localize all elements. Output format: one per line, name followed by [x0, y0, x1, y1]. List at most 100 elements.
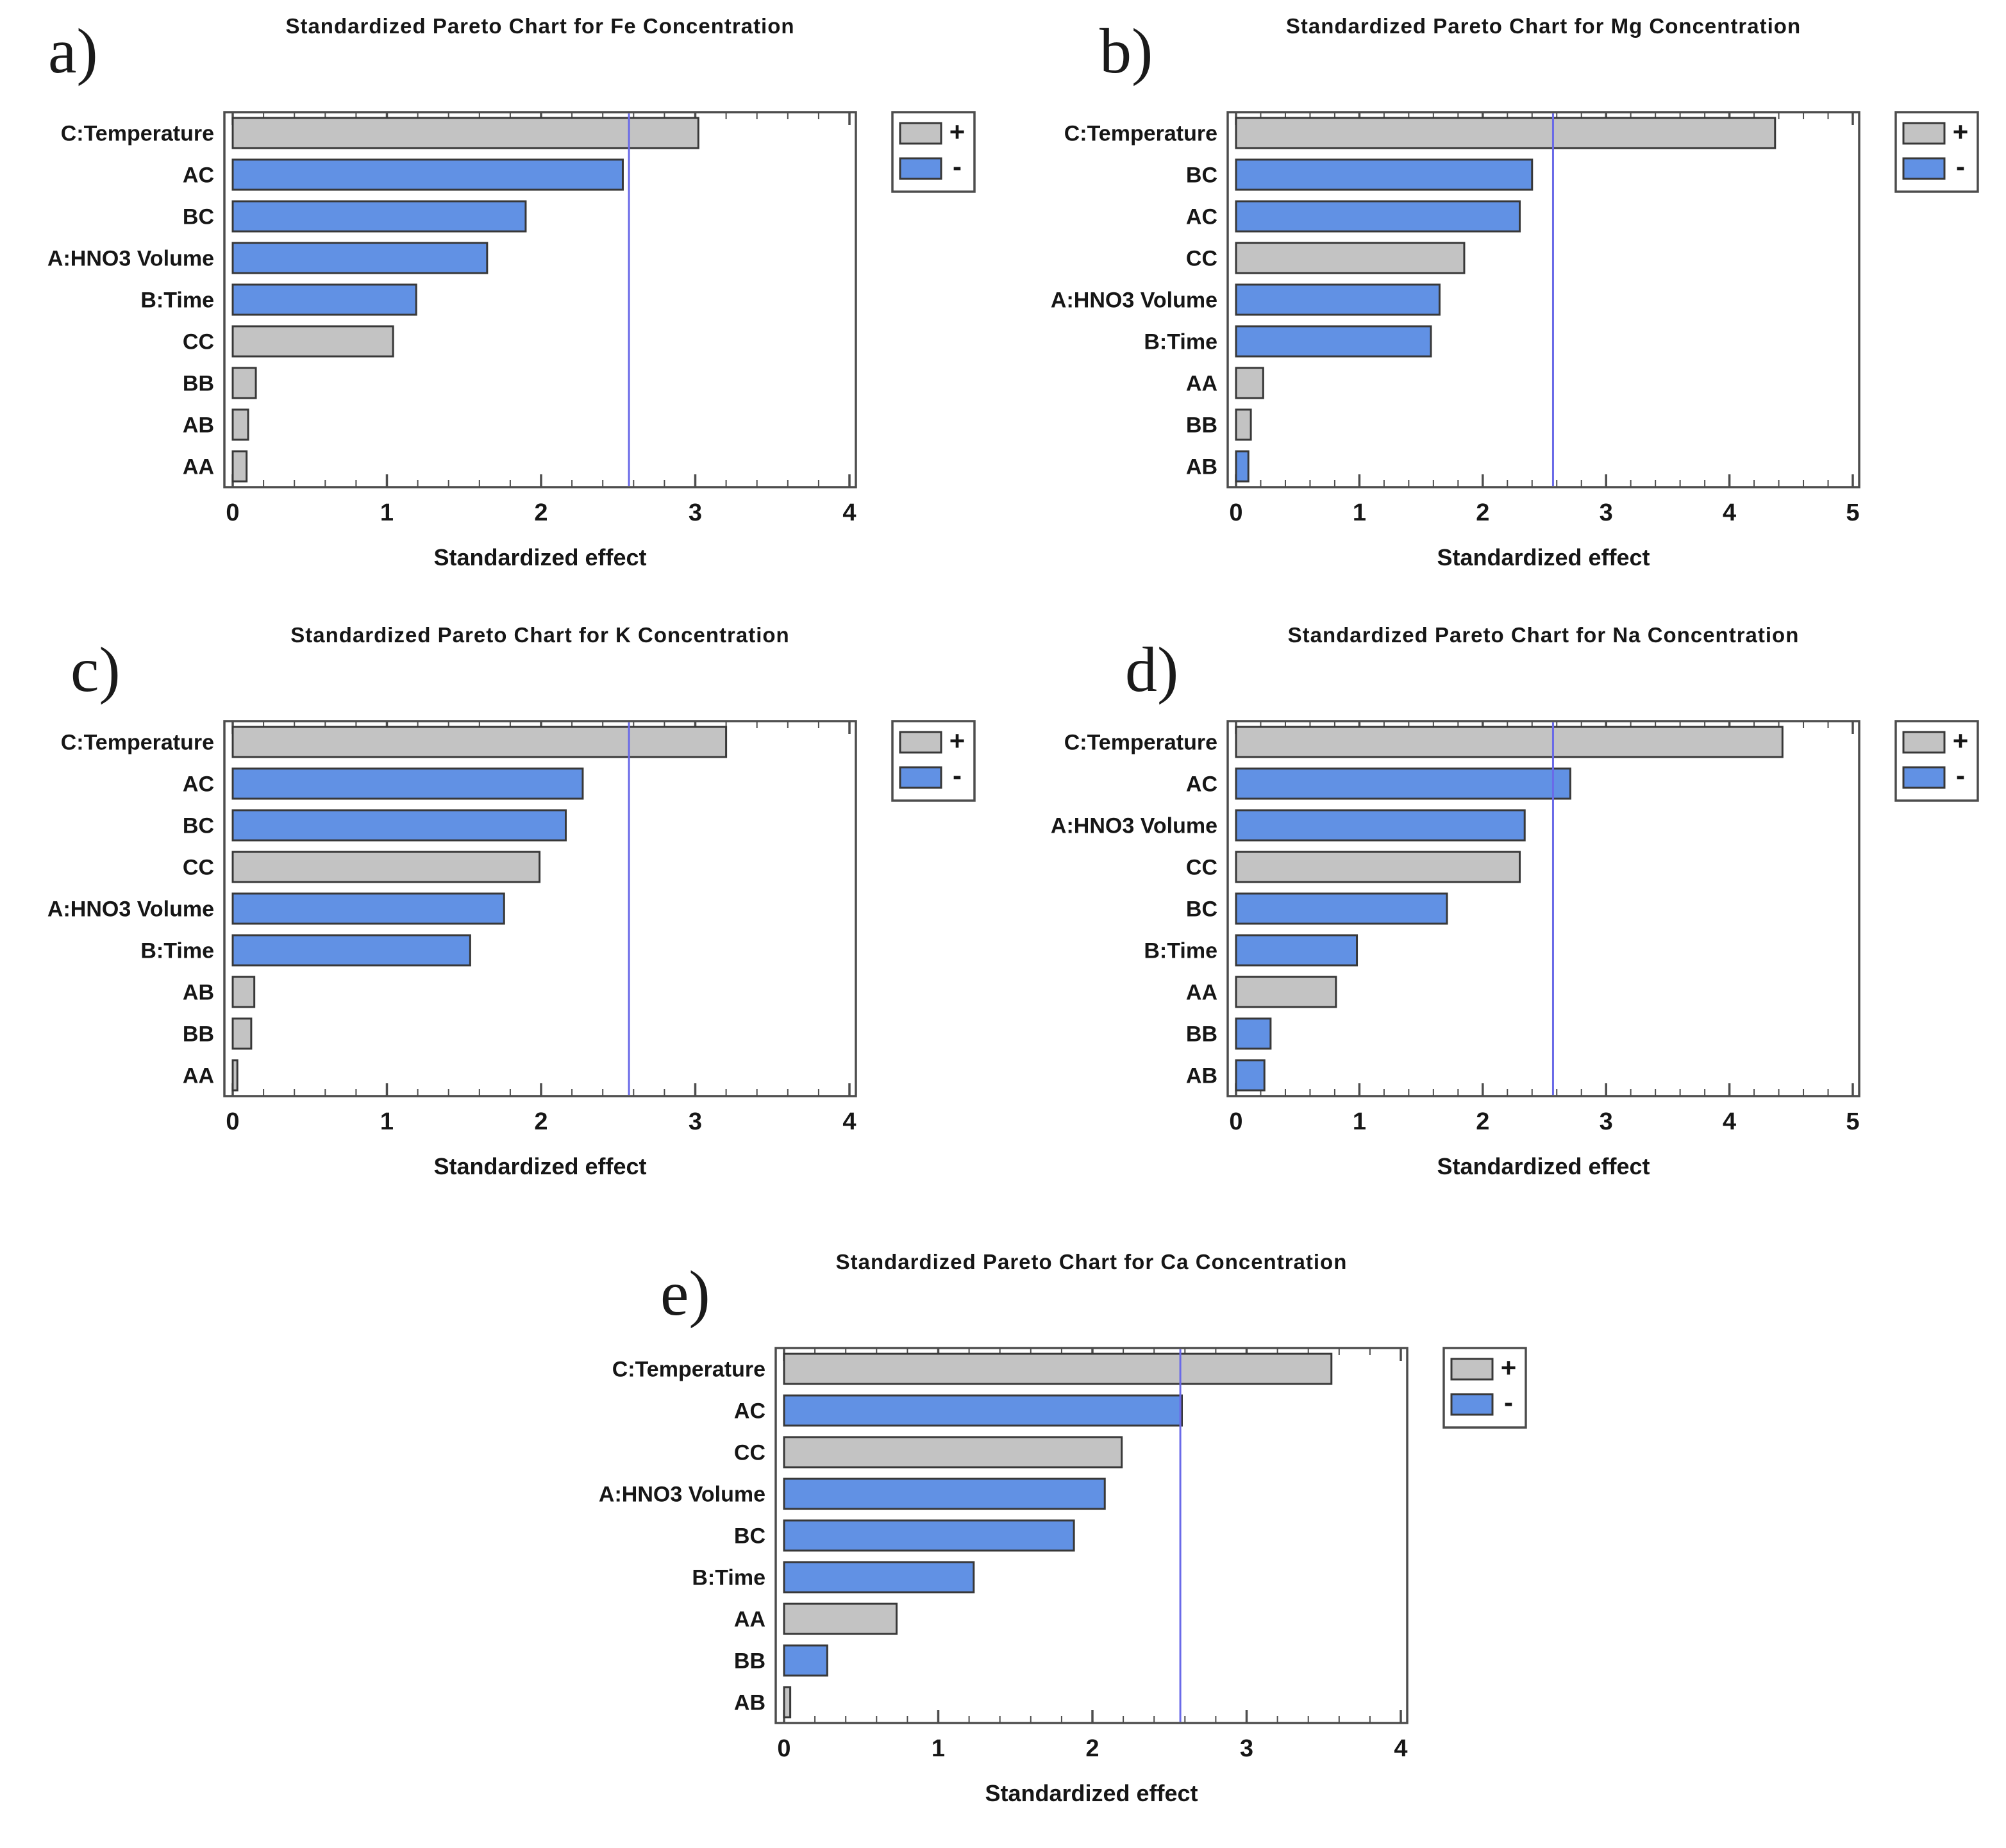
category-label: CC	[183, 856, 214, 880]
bar-bc	[1235, 158, 1534, 191]
panel-letter-b: b)	[1099, 15, 1153, 87]
na-pareto-chart: 0 1 2 3 4 5 C:Temperature AC A:HNO3 Volume CC BC B:…	[1051, 720, 1979, 1179]
bar-c-temperature	[231, 726, 728, 758]
chart-title-fe: Standardized Pareto Chart for Fe Concent…	[285, 14, 795, 38]
category-label: AC	[1186, 772, 1217, 797]
x-tick-label: 5	[1846, 1108, 1859, 1135]
category-label: AB	[734, 1691, 765, 1715]
x-tick-label: 3	[689, 1108, 702, 1135]
bar-bc	[783, 1519, 1075, 1552]
k-pareto-chart: 0 1 2 3 4 C:Temperature AC BC CC A:HNO3 Volume B:T…	[47, 720, 976, 1179]
bar-cc	[1235, 851, 1521, 883]
x-tick-label: 2	[534, 1108, 547, 1135]
panel-d: d) Standardized Pareto Chart for Na Conc…	[1003, 609, 2006, 1215]
legend-negative-swatch	[1450, 1393, 1494, 1416]
category-label: AA	[1186, 981, 1217, 1005]
category-label: A:HNO3 Volume	[1051, 288, 1217, 313]
legend-positive-label: +	[1953, 117, 1969, 147]
category-label: BC	[183, 814, 214, 838]
category-label: BC	[1186, 163, 1217, 188]
category-label: BB	[183, 1022, 214, 1047]
x-axis-title: Standardized effect	[985, 1780, 1198, 1806]
category-label: B:Time	[140, 939, 214, 963]
bar-bb	[783, 1644, 828, 1677]
bar-bc	[231, 809, 567, 842]
bar-bc	[231, 200, 527, 233]
x-axis-title: Standardized effect	[1437, 1153, 1650, 1179]
bar-cc	[1235, 242, 1466, 274]
category-label: AB	[183, 413, 214, 438]
x-tick-label: 2	[1476, 1108, 1489, 1135]
bar-aa	[231, 1059, 238, 1092]
bar-b-time	[1235, 934, 1358, 967]
bar-ac	[231, 158, 624, 191]
bar-aa	[231, 450, 248, 483]
x-tick-label: 2	[1476, 499, 1489, 526]
category-label: C:Temperature	[1064, 122, 1217, 146]
bar-cc	[231, 325, 394, 358]
bar-c-temperature	[1235, 117, 1776, 149]
legend-positive-label: +	[949, 726, 965, 756]
bar-a-hno3-volume	[1235, 809, 1526, 842]
x-tick-label: 3	[1600, 499, 1613, 526]
chart-title-k: Standardized Pareto Chart for K Concentr…	[290, 623, 790, 647]
x-axis-title: Standardized effect	[433, 1153, 646, 1179]
panel-letter-c: c)	[71, 634, 121, 705]
legend-positive-swatch	[1902, 731, 1946, 754]
chart-title-na: Standardized Pareto Chart for Na Concent…	[1287, 623, 1800, 647]
bar-b-time	[231, 934, 471, 967]
x-tick-label: 5	[1846, 499, 1859, 526]
legend-positive-swatch	[899, 731, 942, 754]
legend-negative-label: -	[1956, 151, 1965, 181]
bar-b-time	[783, 1561, 975, 1594]
category-label: BB	[1186, 413, 1217, 438]
x-tick-label: 1	[1353, 499, 1366, 526]
category-label: C:Temperature	[1064, 731, 1217, 755]
category-label: A:HNO3 Volume	[47, 247, 214, 271]
bar-bb	[231, 1017, 253, 1050]
x-tick-label: 0	[226, 499, 239, 526]
category-label: AB	[1186, 1064, 1217, 1088]
category-label: CC	[1186, 247, 1217, 271]
panel-letter-a: a)	[48, 15, 98, 87]
category-label: A:HNO3 Volume	[599, 1483, 765, 1507]
chart-title-mg: Standardized Pareto Chart for Mg Concent…	[1285, 14, 1801, 38]
bar-aa	[1235, 976, 1337, 1008]
x-tick-label: 4	[1723, 1108, 1736, 1135]
legend-negative-swatch	[1902, 157, 1946, 180]
category-label: BC	[1186, 897, 1217, 922]
bar-ab	[231, 408, 249, 441]
category-label: BC	[734, 1524, 765, 1549]
category-label: AC	[183, 163, 214, 188]
x-tick-label: 0	[1229, 1108, 1242, 1135]
category-label: BB	[183, 372, 214, 396]
x-tick-label: 3	[1240, 1735, 1253, 1762]
bar-a-hno3-volume	[231, 892, 505, 925]
category-label: BC	[183, 205, 214, 229]
x-tick-label: 2	[534, 499, 547, 526]
category-label: BB	[1186, 1022, 1217, 1047]
x-tick-label: 4	[842, 1108, 856, 1135]
category-label: C:Temperature	[61, 731, 214, 755]
legend-positive-swatch	[1450, 1358, 1494, 1381]
bar-a-hno3-volume	[231, 242, 489, 274]
legend-negative-label: -	[1956, 760, 1965, 790]
bar-bb	[231, 367, 257, 399]
bar-aa	[1235, 367, 1264, 399]
bar-c-temperature	[1235, 726, 1784, 758]
bar-ab	[1235, 1059, 1266, 1092]
x-axis-title: Standardized effect	[433, 544, 646, 570]
bar-bb	[1235, 1017, 1272, 1050]
legend-negative-label: -	[953, 760, 962, 790]
bar-a-hno3-volume	[783, 1478, 1106, 1510]
category-label: AA	[183, 1064, 214, 1088]
bar-ac	[783, 1394, 1183, 1427]
category-label: AB	[1186, 455, 1217, 479]
bar-b-time	[231, 283, 417, 316]
bar-cc	[783, 1436, 1123, 1469]
x-tick-label: 4	[1394, 1735, 1407, 1762]
x-axis-title: Standardized effect	[1437, 544, 1650, 570]
x-tick-label: 3	[1600, 1108, 1613, 1135]
panel-a: a) Standardized Pareto Chart for Fe Conc…	[0, 0, 1003, 606]
x-tick-label: 4	[842, 499, 856, 526]
